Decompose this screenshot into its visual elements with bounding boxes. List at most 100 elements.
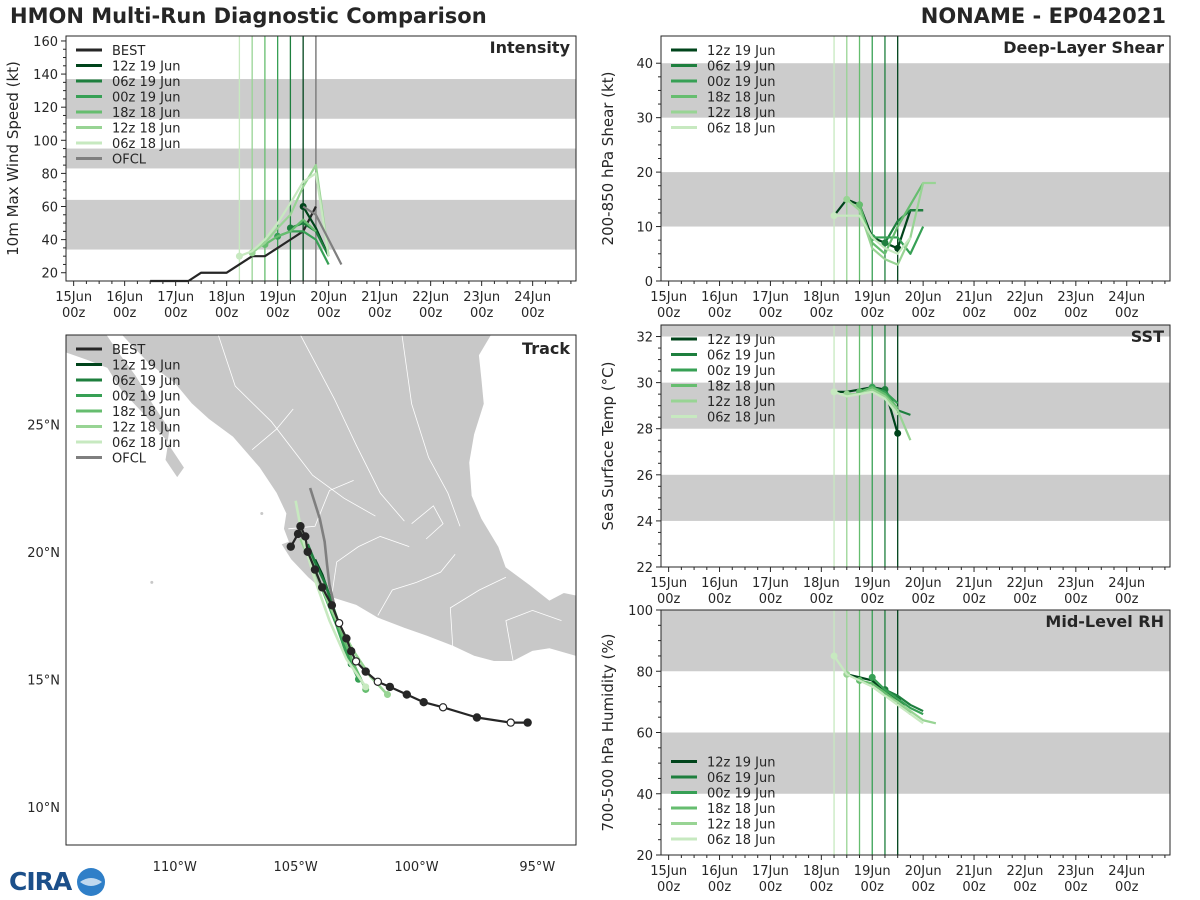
legend-label: 06z 19 Jun: [707, 771, 776, 786]
init-marker-06z-18-Jun: [235, 252, 243, 260]
best-track-point: [351, 657, 361, 666]
x-tick-label-hour: 00z: [1064, 306, 1088, 321]
x-tick-label-day: 19Jun: [854, 576, 891, 591]
series-line-06z-18-Jun: [834, 214, 912, 255]
legend-label: OFCL: [112, 452, 147, 467]
panel-title: Mid-Level RH: [1045, 612, 1164, 631]
x-tick-label-hour: 00z: [861, 880, 885, 895]
lat-tick-label: 15°N: [27, 673, 60, 688]
y-tick-label: 100: [628, 604, 653, 619]
best-track-point: [385, 682, 395, 692]
legend-label: 06z 18 Jun: [112, 436, 181, 451]
best-track-point: [472, 713, 482, 722]
legend-label: BEST: [112, 343, 145, 358]
x-tick-label-hour: 00z: [470, 306, 494, 321]
legend-label: OFCL: [112, 153, 147, 168]
best-track-point: [301, 532, 310, 541]
legend-label: 06z 18 Jun: [112, 137, 181, 152]
panel-frame: [65, 334, 577, 846]
x-tick-label-hour: 00z: [962, 880, 986, 895]
x-tick-label-day: 24Jun: [1108, 290, 1145, 305]
legend-label: 12z 19 Jun: [707, 44, 776, 59]
legend-label: 12z 18 Jun: [707, 818, 776, 833]
x-tick-label-day: 15Jun: [650, 864, 687, 879]
x-tick-label-day: 16Jun: [106, 290, 143, 305]
x-tick-label-day: 19Jun: [854, 864, 891, 879]
legend-label: 12z 19 Jun: [707, 333, 776, 348]
best-track-point: [303, 547, 312, 556]
x-tick-label-hour: 00z: [861, 306, 885, 321]
x-tick-label-hour: 00z: [911, 880, 935, 895]
x-tick-label-day: 24Jun: [1108, 576, 1145, 591]
x-tick-label-day: 23Jun: [1057, 290, 1094, 305]
track-line-OFCL: [308, 487, 336, 606]
x-tick-label-hour: 00z: [419, 306, 443, 321]
legend-label: 06z 18 Jun: [707, 122, 776, 137]
x-tick-label-day: 20Jun: [905, 576, 942, 591]
x-tick-label-hour: 00z: [317, 306, 341, 321]
best-track-point: [438, 703, 448, 712]
legend-label: 12z 18 Jun: [707, 395, 776, 410]
state-border-2: [401, 335, 461, 527]
best-track-point: [361, 667, 370, 676]
x-tick-label-day: 22Jun: [1007, 576, 1044, 591]
storm-id-title: NONAME - EP042021: [920, 4, 1166, 28]
legend-label: 12z 19 Jun: [112, 359, 181, 374]
y-tick-label: 20: [636, 166, 653, 181]
y-tick-label: 40: [41, 234, 58, 249]
x-tick-label-hour: 00z: [657, 592, 681, 607]
series-line-06z-18-Jun: [833, 655, 924, 725]
best-track-point: [523, 718, 532, 727]
x-tick-label-day: 20Jun: [905, 290, 942, 305]
legend-label: 18z 18 Jun: [112, 405, 181, 420]
y-tick-label: 30: [636, 377, 653, 392]
x-tick-label-hour: 00z: [113, 306, 137, 321]
y-tick-label: 160: [33, 35, 58, 50]
state-border-4: [331, 536, 410, 596]
lat-tick-label: 20°N: [27, 546, 60, 561]
series-line-00z-19-Jun: [872, 226, 925, 255]
legend-label: 00z 19 Jun: [707, 787, 776, 802]
state-border-5: [377, 554, 456, 616]
x-tick-label-day: 17Jun: [752, 290, 789, 305]
x-tick-label-hour: 00z: [962, 592, 986, 607]
x-tick-label-hour: 00z: [521, 306, 545, 321]
band-1: [661, 382, 1170, 429]
best-track-point: [373, 677, 383, 687]
track-inner: [66, 335, 576, 845]
x-tick-label-hour: 00z: [1115, 880, 1139, 895]
series-line-18z-18-Jun: [859, 386, 899, 409]
band-1: [661, 63, 1170, 118]
x-tick-label-day: 23Jun: [1057, 864, 1094, 879]
state-border-6: [449, 576, 507, 647]
x-tick-label-hour: 00z: [861, 592, 885, 607]
init-marker-06z-19-Jun: [881, 239, 889, 247]
x-tick-label-day: 24Jun: [514, 290, 551, 305]
panel-title: Deep-Layer Shear: [1003, 38, 1164, 57]
lon-tick-label: 95°W: [519, 860, 555, 875]
x-tick-label-hour: 00z: [657, 306, 681, 321]
series-line-18z-18-Jun: [264, 218, 317, 246]
series-line-00z-19-Jun: [871, 676, 924, 716]
x-tick-label-day: 21Jun: [956, 864, 993, 879]
page-title: HMON Multi-Run Diagnostic Comparison: [10, 4, 487, 28]
best-track-point: [347, 647, 356, 656]
y-axis-label: Sea Surface Temp (°C): [599, 361, 617, 530]
x-tick-label-day: 21Jun: [956, 576, 993, 591]
panel-title: SST: [1131, 327, 1164, 346]
band-1: [66, 148, 576, 169]
track-marker-06z-18-Jun: [362, 683, 370, 691]
x-tick-label-day: 16Jun: [701, 864, 738, 879]
x-tick-label-hour: 00z: [1115, 306, 1139, 321]
y-tick-label: 32: [636, 331, 653, 346]
x-tick-label-hour: 00z: [759, 880, 783, 895]
init-marker-00z-19-Jun: [868, 673, 876, 681]
legend-label: 00z 19 Jun: [112, 390, 181, 405]
best-track-point: [310, 565, 320, 574]
track-panel: 10°N 15°N 20°N 25°N 110°W 105°W 100°W 95°W Track…: [27, 334, 577, 875]
x-tick-label-day: 18Jun: [208, 290, 245, 305]
x-tick-label-day: 19Jun: [259, 290, 296, 305]
x-tick-label-day: 22Jun: [1007, 864, 1044, 879]
legend-label: 18z 18 Jun: [707, 91, 776, 106]
x-tick-label-day: 22Jun: [412, 290, 449, 305]
